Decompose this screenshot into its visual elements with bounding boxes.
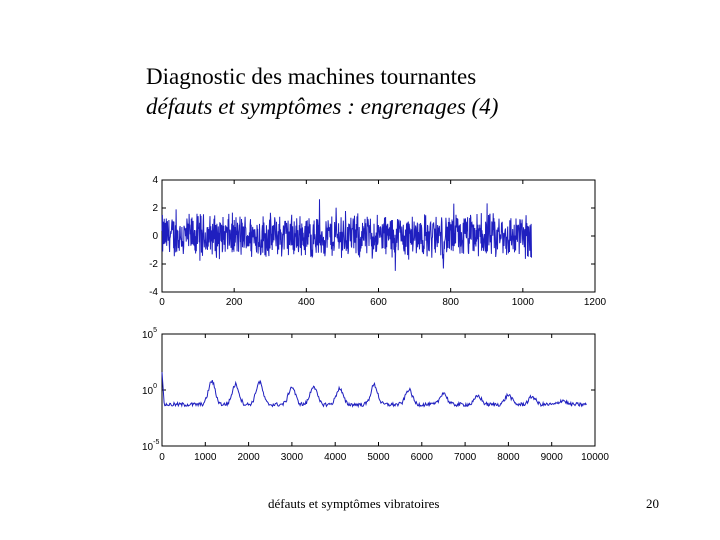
time-signal-series [161,199,532,271]
x-tick-label: 4000 [324,452,347,463]
x-tick-label: 1000 [512,297,535,308]
y-tick-label: 0 [152,231,158,242]
x-tick-label: 10000 [581,452,609,463]
slide-footer: défauts et symptômes vibratoires [268,496,440,511]
x-tick-label: 6000 [411,452,434,463]
x-tick-label: 7000 [454,452,477,463]
x-tick-label: 8000 [497,452,520,463]
x-tick-label: 200 [226,297,243,308]
slide-title-block: Diagnostic des machines tournantes défau… [146,62,498,122]
x-tick-label: 800 [442,297,459,308]
x-tick-label: 0 [159,452,165,463]
x-tick-label: 400 [298,297,315,308]
x-tick-label: 9000 [541,452,564,463]
y-tick-label: 4 [152,175,158,186]
y-tick-label: 105 [142,327,157,341]
x-tick-label: 1200 [584,297,607,308]
spectrum-chart: 0 1000 2000 3000 4000 5000 6000 7000 8000 9000 100… [142,327,609,463]
y-tick-label: -2 [149,259,158,270]
x-tick-label: 600 [370,297,387,308]
x-tick-label: 2000 [237,452,260,463]
spectrum-series [161,372,587,409]
slide-title: Diagnostic des machines tournantes [146,64,477,89]
x-tick-label: 1000 [194,452,217,463]
x-tick-label: 0 [159,297,165,308]
page-number: 20 [646,496,659,511]
y-tick-label: 2 [152,203,158,214]
x-tick-label: 5000 [367,452,390,463]
slide-subtitle: défauts et symptômes : engrenages (4) [146,94,499,119]
x-tick-label: 3000 [281,452,304,463]
time-signal-chart: 0 200 400 600 800 1000 1200 4 2 0 -2 -4 [149,175,606,308]
y-tick-label: 10-5 [142,439,159,453]
y-tick-label: -4 [149,287,158,298]
y-tick-label: 100 [142,383,157,397]
spectrum-frame [161,333,596,447]
